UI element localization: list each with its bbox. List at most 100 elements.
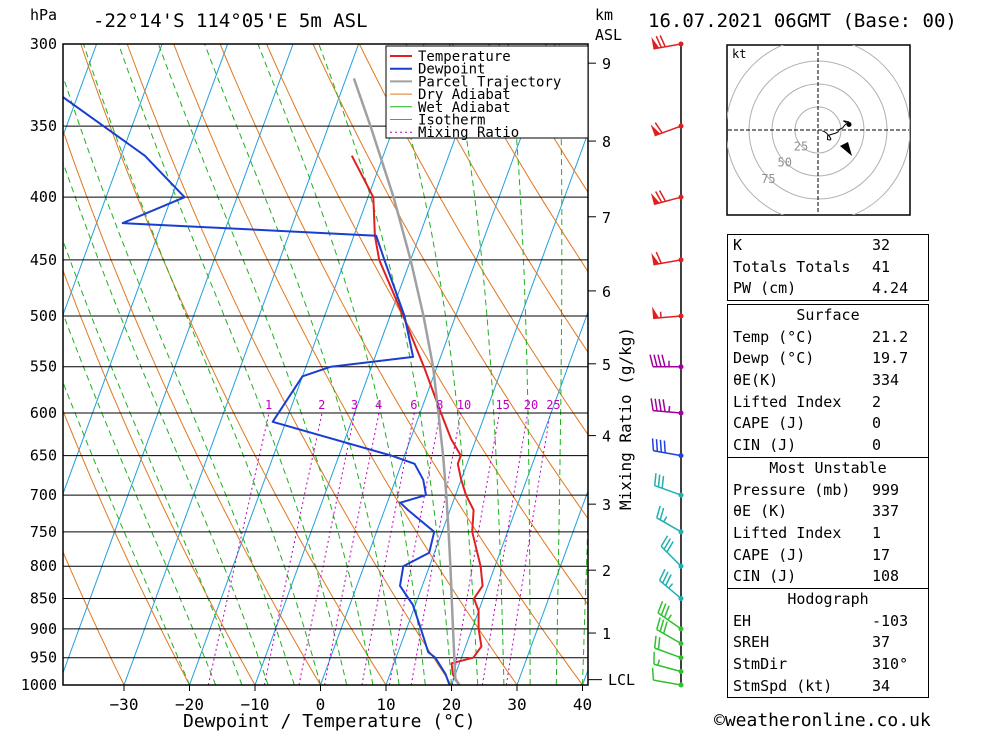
surface-row: Temp (°C) 21.2 [733, 327, 909, 346]
dry-adiabat [63, 550, 125, 685]
index-row-totals: Totals Totals 41 [733, 257, 891, 276]
mu-row: θE (K) 337 [733, 502, 900, 521]
wind-barb [654, 647, 682, 659]
hodograph-ring-label: 50 [777, 156, 791, 170]
dry-adiabat [963, 44, 1000, 685]
legend-label: Isotherm [418, 113, 485, 129]
wind-barb-feather [662, 399, 666, 412]
mixing-ratio-label: 10 [457, 398, 471, 412]
hodograph-ring-label: 75 [761, 172, 775, 186]
pressure-tick-label: 950 [30, 649, 57, 667]
wind-barb-feather [659, 439, 663, 453]
wind-barb-feather [660, 535, 669, 547]
wind-barb-flag [650, 124, 661, 136]
most-unstable-title: Most Unstable [728, 456, 928, 480]
mu-row: Lifted Index 1 [733, 523, 882, 542]
x-axis-label: Dewpoint / Temperature (°C) [183, 711, 476, 732]
dry-adiabat [917, 44, 1000, 685]
wind-barb-feather [659, 619, 665, 632]
wind-level-dot [678, 364, 684, 370]
mixing-ratio-label: 15 [495, 398, 509, 412]
legend-label: Dry Adiabat [418, 87, 511, 103]
x-tick-label: −10 [241, 695, 270, 714]
hodograph-end-dot [846, 122, 852, 128]
wind-barb-feather [657, 474, 661, 487]
isotherm-line [63, 44, 294, 675]
mu-row: Pressure (mb) 999 [733, 480, 900, 499]
index-row-pw: PW (cm) 4.24 [733, 279, 909, 298]
pressure-tick-label: 750 [30, 523, 57, 541]
isotherm-line [385, 131, 588, 685]
wind-barb-feather [658, 569, 666, 581]
wind-barb-feather [661, 475, 665, 489]
legend-label: Temperature [418, 49, 511, 65]
wind-level-dot [678, 453, 684, 459]
hodograph-ring-label: 25 [794, 139, 808, 153]
mixing-ratio-label: 8 [436, 398, 443, 412]
wind-barb [657, 612, 682, 630]
mixing-ratio-line [324, 412, 380, 685]
km-tick-label: 1 [602, 625, 611, 643]
mixing-ratio-label: 25 [546, 398, 560, 412]
wind-level-dot [678, 682, 684, 688]
wind-barb [660, 545, 682, 567]
surface-row: CAPE (J) 0 [733, 414, 882, 433]
wind-barb-half [668, 405, 671, 413]
x-tick-label: 40 [573, 695, 592, 714]
copyright-footer: ©weatheronline.co.uk [714, 710, 931, 731]
wind-barb-feather [653, 635, 657, 649]
wind-barb-feather [666, 541, 674, 553]
pressure-tick-label: 400 [30, 188, 57, 206]
wind-barb-half [667, 614, 672, 621]
surface-table: Surface Temp (°C) 21.2 Dewp (°C) 19.7 θE(K… [727, 304, 929, 699]
wind-barb-feather [662, 621, 668, 634]
wind-barb-feather [658, 398, 662, 412]
pressure-tick-label: 450 [30, 251, 57, 269]
wind-barb [656, 517, 682, 533]
mixing-ratio-line [263, 412, 323, 685]
wind-level-dot [678, 313, 684, 319]
isotherm-line [320, 44, 556, 685]
isotherm-line [254, 44, 491, 685]
wind-barb-feather [661, 354, 666, 367]
km-tick-label: 9 [602, 55, 611, 73]
wind-barb-feather [656, 617, 661, 630]
pressure-tick-label: 550 [30, 358, 57, 376]
wind-barb-feather [651, 438, 655, 451]
mixing-ratio-label: 1 [265, 398, 272, 412]
wind-level-dot [678, 492, 684, 498]
series-parcel-trajectory [352, 77, 461, 685]
wind-barb-feather [651, 667, 655, 681]
wind-barb [653, 196, 682, 206]
datetime-title: 16.07.2021 06GMT (Base: 00) [648, 10, 957, 32]
wind-barb-feather [659, 507, 665, 521]
wet-adiabat [63, 239, 243, 685]
wind-barb [653, 450, 682, 457]
pressure-tick-label: 900 [30, 620, 57, 638]
wind-barb-feather [655, 191, 663, 203]
wind-barb-feather [655, 439, 659, 452]
mixing-ratio-label: 20 [524, 398, 538, 412]
wind-barb-feather [649, 354, 654, 367]
wind-barb-feather [660, 603, 667, 616]
lcl-label: LCL [608, 671, 635, 689]
mixing-ratio-line [207, 412, 270, 685]
location-title: -22°14'S 114°05'E 5m ASL [93, 10, 368, 32]
wind-barb-flag [651, 252, 660, 265]
plot-frame [62, 43, 589, 686]
wind-barb-feather [654, 398, 658, 412]
legend-label: Wet Adiabat [418, 100, 511, 116]
wind-barb-feather [657, 601, 664, 614]
dry-adiabat [63, 129, 321, 685]
indices-table: K 32 Totals Totals 41 PW (cm) 4.24 [727, 234, 929, 302]
wind-level-dot [678, 626, 684, 632]
pressure-tick-label: 500 [30, 307, 57, 325]
wind-barb [656, 628, 682, 645]
wind-barb-feather [654, 122, 663, 134]
km-tick-label: 6 [602, 283, 611, 301]
mu-row: CAPE (J) 17 [733, 545, 891, 564]
mixing-ratio-label: 3 [351, 398, 358, 412]
x-tick-label: 10 [376, 695, 395, 714]
km-tick-label: 8 [602, 133, 611, 151]
wind-level-dot [678, 123, 684, 129]
